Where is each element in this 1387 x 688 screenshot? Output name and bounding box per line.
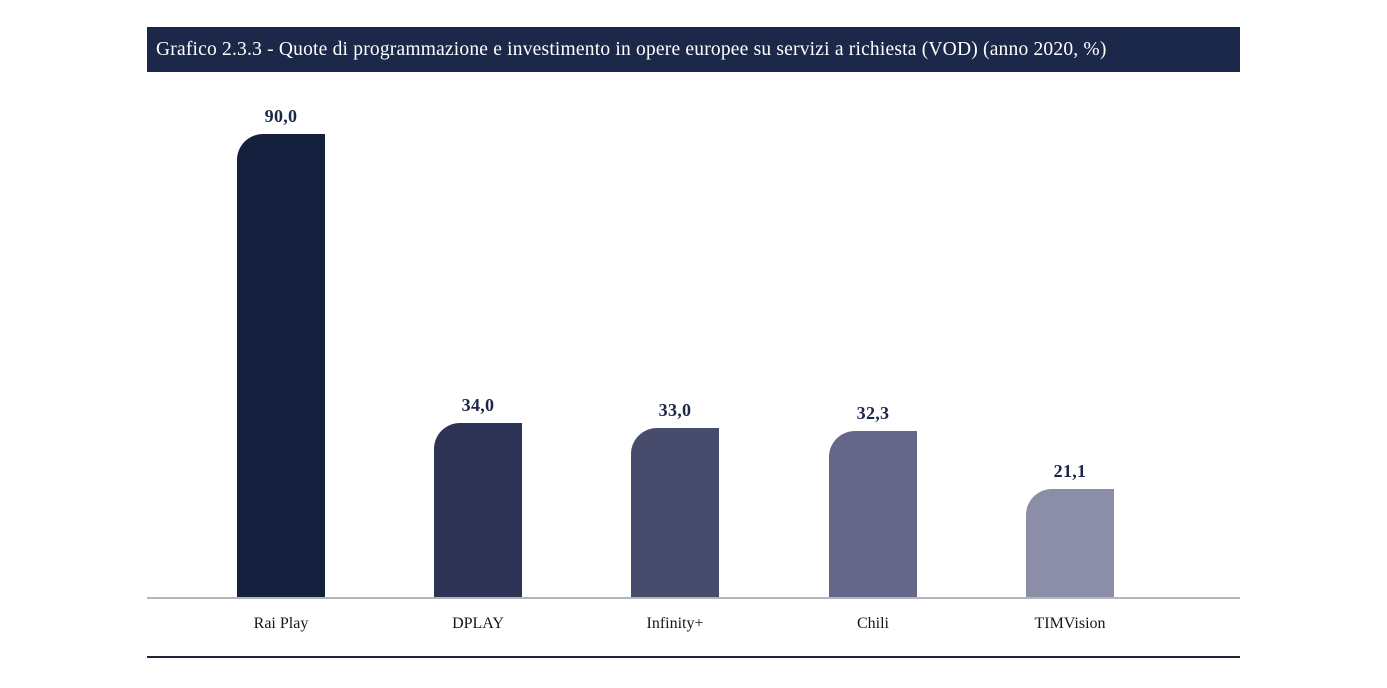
- chart-title: Grafico 2.3.3 - Quote di programmazione …: [156, 38, 1107, 60]
- bar-infinity: [631, 427, 719, 598]
- bar-timvision: [1026, 489, 1114, 598]
- bar-value-label-infinity: 33,0: [658, 399, 692, 420]
- x-axis-label-chili: Chili: [856, 615, 889, 632]
- bar-value-label-timvision: 21,1: [1053, 461, 1087, 482]
- x-axis-label-timvision: TIMVision: [1034, 615, 1106, 632]
- chart-title-banner: Grafico 2.3.3 - Quote di programmazione …: [147, 27, 1240, 72]
- x-axis-line: [147, 597, 1240, 599]
- bar-value-label-dplay: 34,0: [461, 394, 495, 415]
- x-axis-label-rai-play: Rai Play: [253, 615, 309, 632]
- bar-value-label-chili: 32,3: [856, 403, 890, 424]
- x-axis-label-infinity: Infinity+: [646, 615, 704, 632]
- bottom-border-line: [147, 656, 1240, 658]
- bar-rai-play: [237, 134, 325, 598]
- bar-value-label-rai-play: 90,0: [264, 106, 298, 126]
- bar-chili: [829, 431, 917, 598]
- x-axis-label-dplay: DPLAY: [452, 615, 504, 632]
- bar-dplay: [434, 422, 522, 598]
